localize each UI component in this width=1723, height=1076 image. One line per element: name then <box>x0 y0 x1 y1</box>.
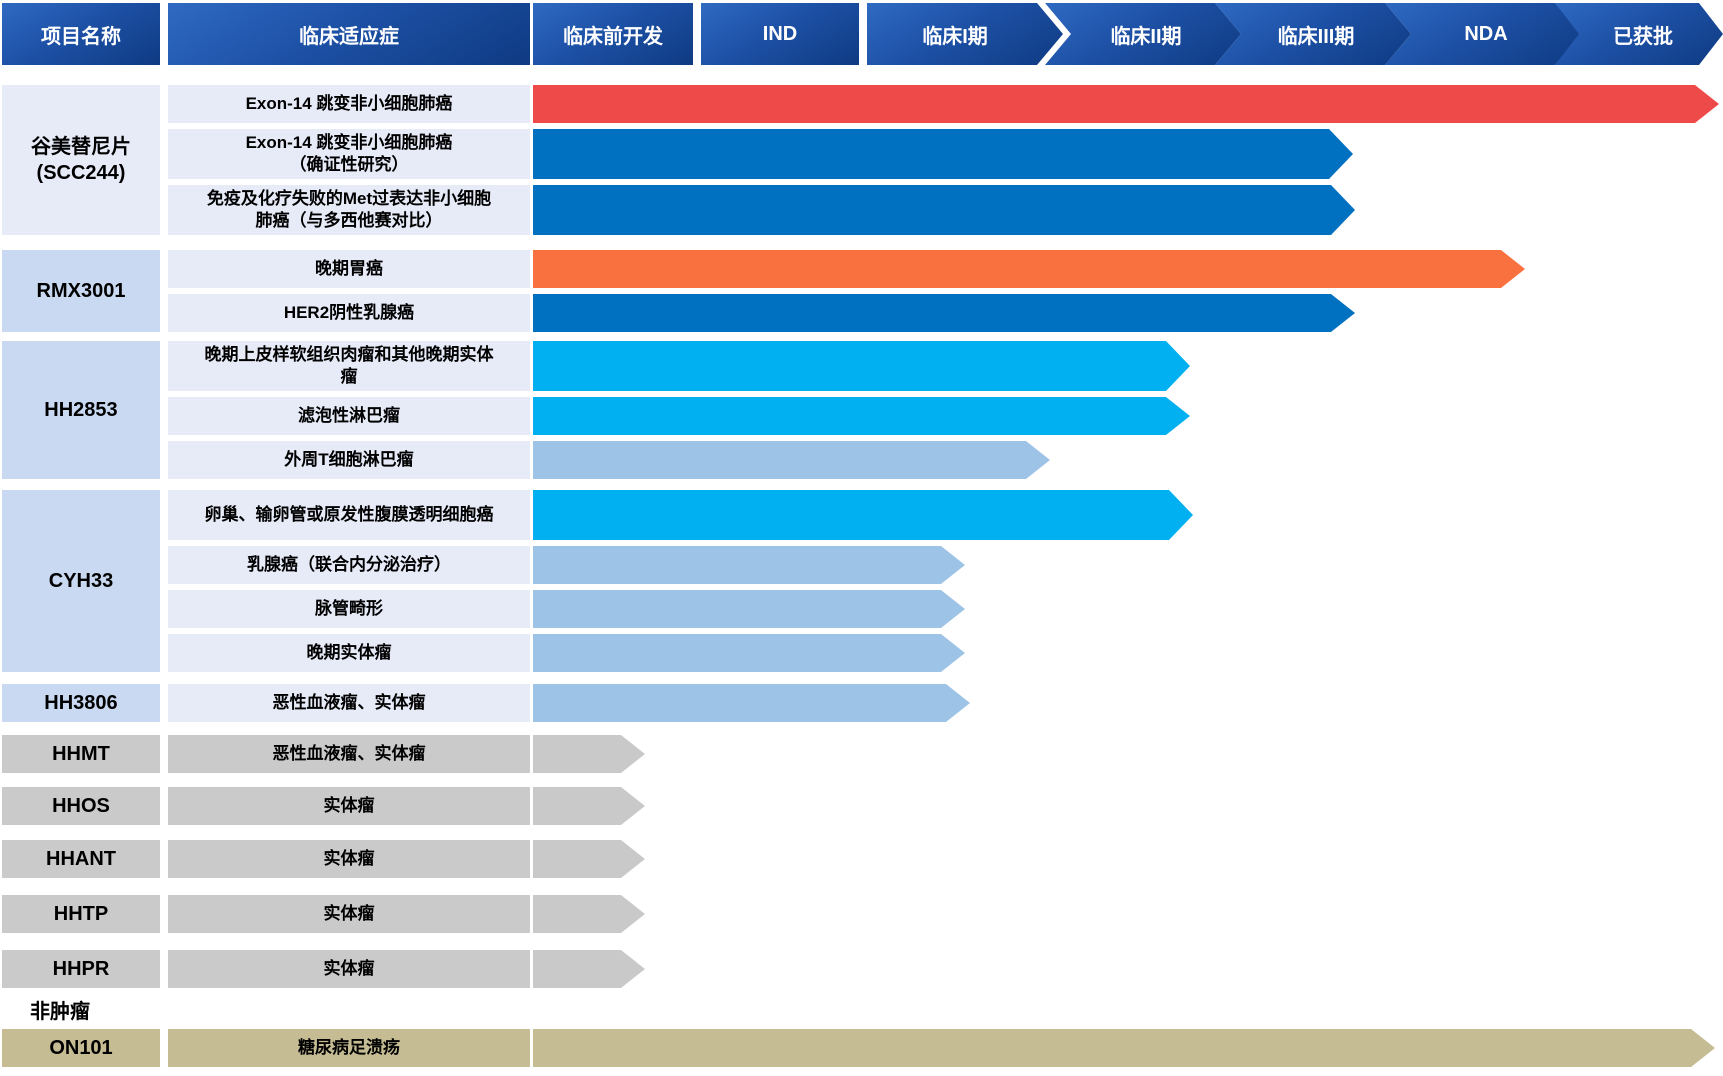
stage-header-phase3: 临床III期 <box>1215 3 1411 65</box>
header-clinical-indication: 临床适应症 <box>168 3 530 65</box>
project-cell: HHANT <box>2 840 160 878</box>
pipeline-bar <box>533 341 1190 391</box>
stage-header-nda: NDA <box>1385 3 1581 65</box>
pipeline-bar <box>533 85 1719 123</box>
indication-cell: 晚期上皮样软组织肉瘤和其他晚期实体 瘤 <box>168 341 530 391</box>
stage-header-preclinical: 临床前开发 <box>533 3 693 65</box>
section-label-non-oncology: 非肿瘤 <box>30 1001 90 1023</box>
pipeline-bar <box>533 397 1190 435</box>
indication-cell: 实体瘤 <box>168 840 530 878</box>
indication-cell: 恶性血液瘤、实体瘤 <box>168 684 530 722</box>
indication-cell: 晚期实体瘤 <box>168 634 530 672</box>
pipeline-bar <box>533 735 645 773</box>
indication-cell: 晚期胃癌 <box>168 250 530 288</box>
stage-header-phase2: 临床II期 <box>1045 3 1241 65</box>
pipeline-bar <box>533 294 1355 332</box>
indication-cell: Exon-14 跳变非小细胞肺癌 （确证性研究） <box>168 129 530 179</box>
project-cell: HHMT <box>2 735 160 773</box>
pipeline-bar <box>533 1029 1715 1067</box>
pipeline-bar <box>533 185 1355 235</box>
stage-header-approved: 已获批 <box>1555 3 1723 65</box>
project-cell: 谷美替尼片 (SCC244) <box>2 85 160 235</box>
pipeline-bar <box>533 895 645 933</box>
indication-cell: 实体瘤 <box>168 895 530 933</box>
project-cell: HHOS <box>2 787 160 825</box>
pipeline-bar <box>533 634 965 672</box>
indication-cell: 免疫及化疗失败的Met过表达非小细胞 肺癌（与多西他赛对比） <box>168 185 530 235</box>
pipeline-bar <box>533 441 1050 479</box>
indication-cell: 实体瘤 <box>168 787 530 825</box>
pipeline-bar <box>533 950 645 988</box>
project-cell: CYH33 <box>2 490 160 672</box>
pipeline-bar <box>533 840 645 878</box>
pipeline-bar <box>533 546 965 584</box>
pipeline-bar <box>533 490 1193 540</box>
stage-header-phase1: 临床I期 <box>867 3 1063 65</box>
indication-cell: 实体瘤 <box>168 950 530 988</box>
indication-cell: 外周T细胞淋巴瘤 <box>168 441 530 479</box>
project-cell: ON101 <box>2 1029 160 1067</box>
pipeline-header-row: 项目名称 临床适应症 临床前开发 IND 临床I期 临床II期 临床III期 N… <box>2 3 1721 65</box>
pipeline-bar <box>533 250 1525 288</box>
indication-cell: 滤泡性淋巴瘤 <box>168 397 530 435</box>
header-project-name: 项目名称 <box>2 3 160 65</box>
indication-cell: HER2阴性乳腺癌 <box>168 294 530 332</box>
project-cell: HHPR <box>2 950 160 988</box>
pipeline-bar <box>533 590 965 628</box>
project-cell: HH2853 <box>2 341 160 479</box>
stage-header-ind: IND <box>701 3 859 65</box>
indication-cell: 脉管畸形 <box>168 590 530 628</box>
project-cell: HHTP <box>2 895 160 933</box>
indication-cell: 糖尿病足溃疡 <box>168 1029 530 1067</box>
indication-cell: Exon-14 跳变非小细胞肺癌 <box>168 85 530 123</box>
project-cell: RMX3001 <box>2 250 160 332</box>
indication-cell: 乳腺癌（联合内分泌治疗） <box>168 546 530 584</box>
pipeline-bar <box>533 129 1353 179</box>
project-cell: HH3806 <box>2 684 160 722</box>
pipeline-bar <box>533 684 970 722</box>
indication-cell: 卵巢、输卵管或原发性腹膜透明细胞癌 <box>168 490 530 540</box>
pipeline-bar <box>533 787 645 825</box>
indication-cell: 恶性血液瘤、实体瘤 <box>168 735 530 773</box>
